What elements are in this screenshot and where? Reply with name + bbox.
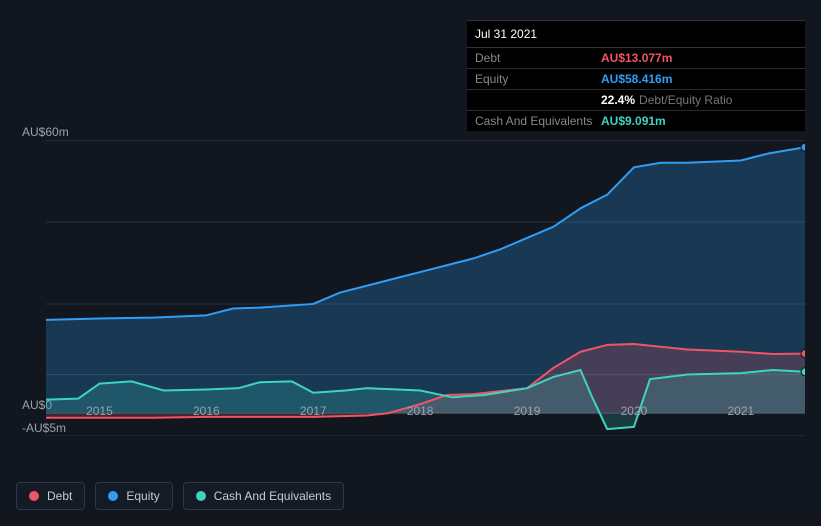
tooltip-value: AU$9.091m (601, 114, 666, 128)
legend-item-equity[interactable]: Equity (95, 482, 172, 510)
tooltip-value: 22.4%Debt/Equity Ratio (601, 93, 732, 107)
series-endpoint-debt (801, 350, 805, 358)
tooltip-row: DebtAU$13.077m (467, 48, 805, 69)
legend-label: Equity (126, 489, 159, 503)
y-axis-label: AU$60m (22, 125, 69, 139)
tooltip-value: AU$13.077m (601, 51, 672, 65)
chart-tooltip: Jul 31 2021 DebtAU$13.077mEquityAU$58.41… (467, 20, 805, 131)
x-axis-label: 2015 (86, 404, 113, 418)
tooltip-label: Debt (475, 51, 601, 65)
legend-label: Cash And Equivalents (214, 489, 331, 503)
area-chart[interactable] (46, 140, 805, 436)
x-axis-label: 2017 (300, 404, 327, 418)
tooltip-date: Jul 31 2021 (467, 21, 805, 48)
series-endpoint-cash (801, 368, 805, 376)
x-axis-label: 2018 (407, 404, 434, 418)
x-axis-label: 2021 (727, 404, 754, 418)
x-axis: 2015 2016 2017 2018 2019 2020 2021 (46, 404, 805, 424)
legend-label: Debt (47, 489, 72, 503)
tooltip-label: Equity (475, 72, 601, 86)
x-axis-label: 2016 (193, 404, 220, 418)
x-axis-label: 2019 (514, 404, 541, 418)
legend-item-debt[interactable]: Debt (16, 482, 85, 510)
legend-swatch-icon (196, 491, 206, 501)
tooltip-extra: Debt/Equity Ratio (639, 93, 732, 107)
tooltip-row: EquityAU$58.416m (467, 69, 805, 90)
series-endpoint-equity (801, 143, 805, 151)
chart-legend: Debt Equity Cash And Equivalents (16, 482, 344, 510)
x-axis-label: 2020 (621, 404, 648, 418)
tooltip-label (475, 93, 601, 107)
chart-area: AU$60mAU$0-AU$5m 20152016201720182019202… (16, 140, 805, 486)
tooltip-row: 22.4%Debt/Equity Ratio (467, 90, 805, 111)
legend-swatch-icon (29, 491, 39, 501)
tooltip-value: AU$58.416m (601, 72, 672, 86)
legend-item-cash[interactable]: Cash And Equivalents (183, 482, 344, 510)
legend-swatch-icon (108, 491, 118, 501)
tooltip-label: Cash And Equivalents (475, 114, 601, 128)
tooltip-row: Cash And EquivalentsAU$9.091m (467, 111, 805, 131)
